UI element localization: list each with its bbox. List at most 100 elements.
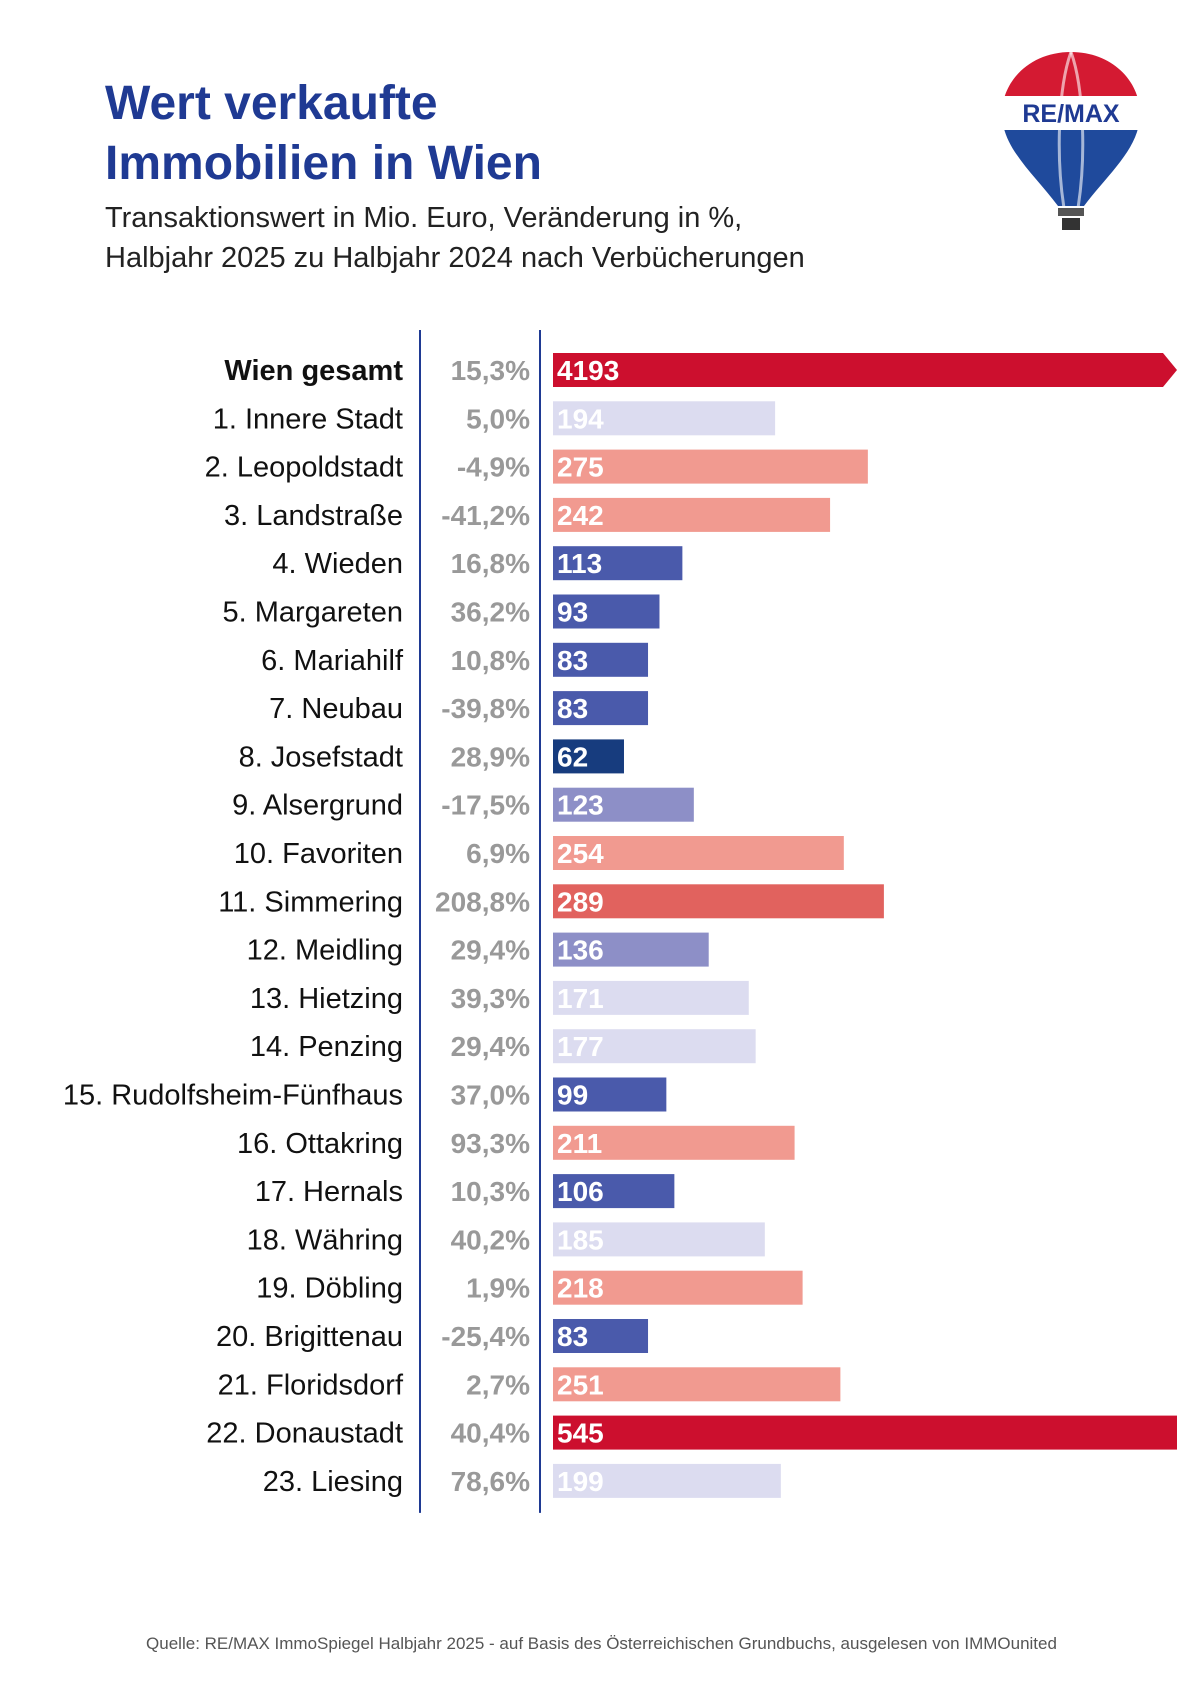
bar: [553, 546, 683, 581]
change-label: 2,7%: [466, 1369, 530, 1400]
value-label: 113: [557, 548, 602, 579]
source-note: Quelle: RE/MAX ImmoSpiegel Halbjahr 2025…: [146, 1634, 1057, 1653]
change-label: 28,9%: [451, 741, 530, 772]
change-label: -39,8%: [441, 693, 530, 724]
bar: [553, 1319, 649, 1353]
bar: [553, 932, 709, 967]
bar: [553, 1222, 765, 1257]
change-label: -17,5%: [441, 790, 530, 821]
change-label: 40,4%: [451, 1418, 530, 1449]
bar: [553, 1029, 756, 1064]
category-label: 12. Meidling: [247, 935, 403, 967]
category-label: 8. Josefstadt: [239, 741, 403, 773]
value-label: 83: [557, 693, 588, 724]
change-label: 10,8%: [451, 645, 530, 676]
value-label: 289: [557, 886, 604, 917]
category-label: Wien gesamt: [224, 355, 403, 387]
change-label: -25,4%: [441, 1321, 530, 1352]
bar: [553, 1415, 1177, 1450]
category-label: 19. Döbling: [256, 1273, 403, 1305]
value-label: 275: [557, 452, 604, 483]
change-label: 36,2%: [451, 597, 530, 628]
category-label: 16. Ottakring: [237, 1128, 403, 1160]
change-label: 5,0%: [466, 403, 530, 434]
value-label: 242: [557, 500, 604, 531]
category-label: 7. Neubau: [269, 693, 403, 725]
value-label: 218: [557, 1273, 604, 1304]
bar: [553, 1463, 781, 1498]
change-label: 16,8%: [451, 548, 530, 579]
category-label: 4. Wieden: [272, 548, 403, 580]
change-label: 208,8%: [435, 886, 530, 917]
value-label: 171: [557, 983, 604, 1014]
category-label: 5. Margareten: [222, 597, 403, 629]
change-label: 15,3%: [451, 355, 530, 386]
bar: [553, 884, 884, 919]
value-label: 83: [557, 645, 588, 676]
value-label: 136: [557, 935, 604, 966]
value-label: 251: [557, 1369, 604, 1400]
category-label: 6. Mariahilf: [261, 645, 404, 677]
bar: [553, 980, 749, 1015]
category-label: 22. Donaustadt: [206, 1418, 403, 1450]
category-label: 1. Innere Stadt: [213, 403, 403, 435]
value-label: 99: [557, 1080, 588, 1111]
value-label: 83: [557, 1321, 588, 1352]
category-label: 23. Liesing: [263, 1466, 403, 1498]
bar: [553, 1270, 803, 1305]
value-label: 545: [557, 1418, 604, 1449]
value-label: 254: [557, 838, 604, 869]
category-label: 10. Favoriten: [234, 838, 403, 870]
category-label: 3. Landstraße: [224, 500, 403, 532]
bar: [553, 1077, 667, 1112]
bar: [553, 1367, 841, 1402]
logo-text: RE/MAX: [1022, 100, 1120, 128]
category-label: 2. Leopoldstadt: [205, 452, 403, 484]
change-label: 29,4%: [451, 1031, 530, 1062]
bar: [553, 353, 1177, 387]
change-label: 40,2%: [451, 1224, 530, 1255]
change-label: -4,9%: [457, 452, 530, 483]
bar: [553, 691, 649, 726]
category-label: 18. Währing: [247, 1224, 403, 1256]
remax-balloon-logo: RE/MAX: [1002, 52, 1140, 230]
value-label: 199: [557, 1466, 604, 1497]
subtitle-line-2: Halbjahr 2025 zu Halbjahr 2024 nach Verb…: [105, 242, 805, 274]
category-label: 21. Floridsdorf: [218, 1369, 404, 1401]
value-label: 177: [557, 1031, 604, 1062]
change-label: 93,3%: [451, 1128, 530, 1159]
bar: [553, 1125, 795, 1160]
value-label: 185: [557, 1224, 604, 1255]
change-label: 39,3%: [451, 983, 530, 1014]
bar: [553, 449, 868, 484]
value-label: 194: [557, 403, 604, 434]
bar: [553, 836, 844, 870]
change-label: 37,0%: [451, 1080, 530, 1111]
category-label: 14. Penzing: [250, 1031, 403, 1063]
title-line-2: Immobilien in Wien: [105, 137, 542, 190]
category-label: 20. Brigittenau: [216, 1321, 403, 1353]
category-label: 9. Alsergrund: [232, 790, 403, 822]
change-label: 1,9%: [466, 1273, 530, 1304]
bar: [553, 497, 831, 532]
bar: [553, 1174, 675, 1209]
change-label: 10,3%: [451, 1176, 530, 1207]
category-label: 15. Rudolfsheim-Fünfhaus: [63, 1080, 403, 1112]
chart-subtitle: Transaktionswert in Mio. Euro, Veränderu…: [105, 198, 805, 278]
change-label: 29,4%: [451, 935, 530, 966]
bar: [553, 739, 624, 774]
bar: [553, 594, 660, 629]
category-label: 17. Hernals: [255, 1176, 403, 1208]
category-label: 11. Simmering: [218, 886, 403, 918]
value-label: 106: [557, 1176, 604, 1207]
change-label: 6,9%: [466, 838, 530, 869]
value-label: 211: [557, 1128, 602, 1159]
chart-title: Wert verkaufte Immobilien in Wien: [105, 74, 542, 194]
bar: [553, 401, 776, 436]
value-label: 93: [557, 597, 588, 628]
category-label: 13. Hietzing: [250, 983, 403, 1015]
value-label: 123: [557, 790, 604, 821]
bar: [553, 787, 694, 822]
value-label: 62: [557, 741, 588, 772]
change-label: 78,6%: [451, 1466, 530, 1497]
